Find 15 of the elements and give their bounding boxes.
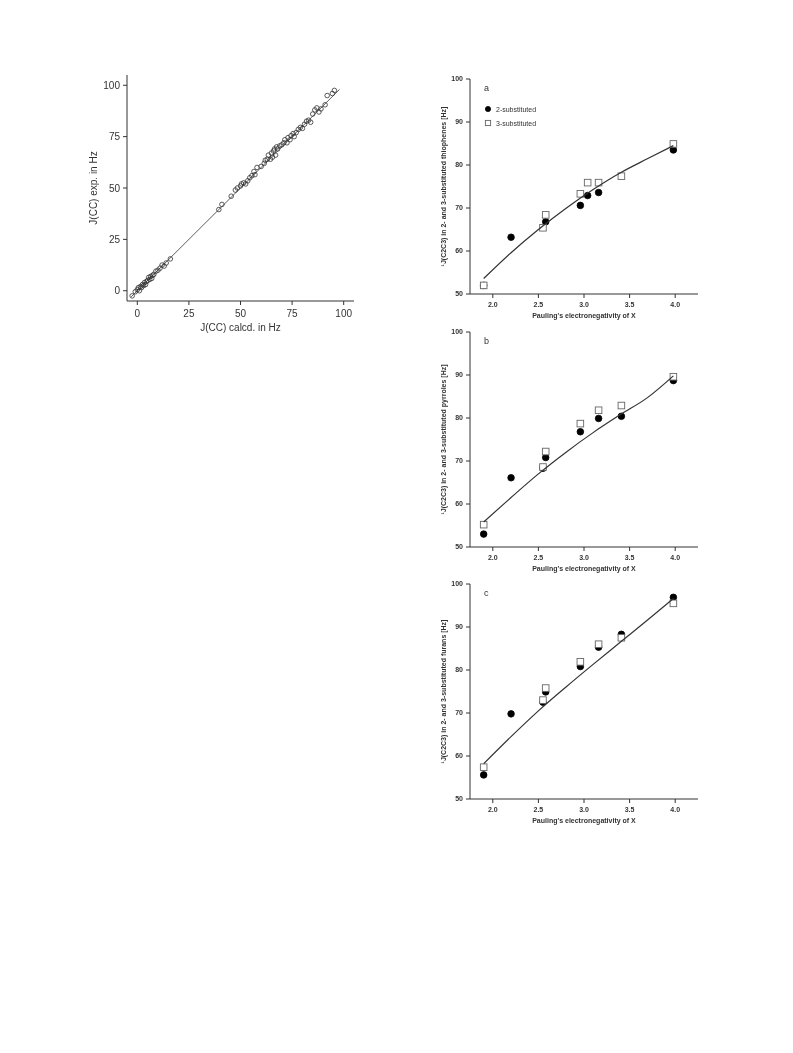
y-tick-label: 100 bbox=[103, 79, 121, 91]
annotation: b bbox=[484, 336, 490, 346]
x-tick-label: 25 bbox=[183, 308, 195, 319]
y-tick-label: 0 bbox=[114, 285, 121, 297]
y-tick-label: 75 bbox=[108, 131, 121, 143]
x-tick-label: 75 bbox=[286, 308, 299, 319]
annotation: a bbox=[484, 83, 490, 93]
y-axis-title: J(CC) exp. in Hz bbox=[88, 151, 99, 225]
x-tick-label: 100 bbox=[335, 308, 353, 319]
annotation: c bbox=[484, 588, 489, 598]
x-tick-label: 50 bbox=[234, 308, 247, 319]
y-tick-label: 50 bbox=[108, 182, 121, 194]
x-tick-label: 0 bbox=[134, 308, 141, 319]
y-tick-label: 25 bbox=[108, 233, 121, 245]
x-axis-title: J(CC) calcd. in Hz bbox=[200, 322, 281, 333]
